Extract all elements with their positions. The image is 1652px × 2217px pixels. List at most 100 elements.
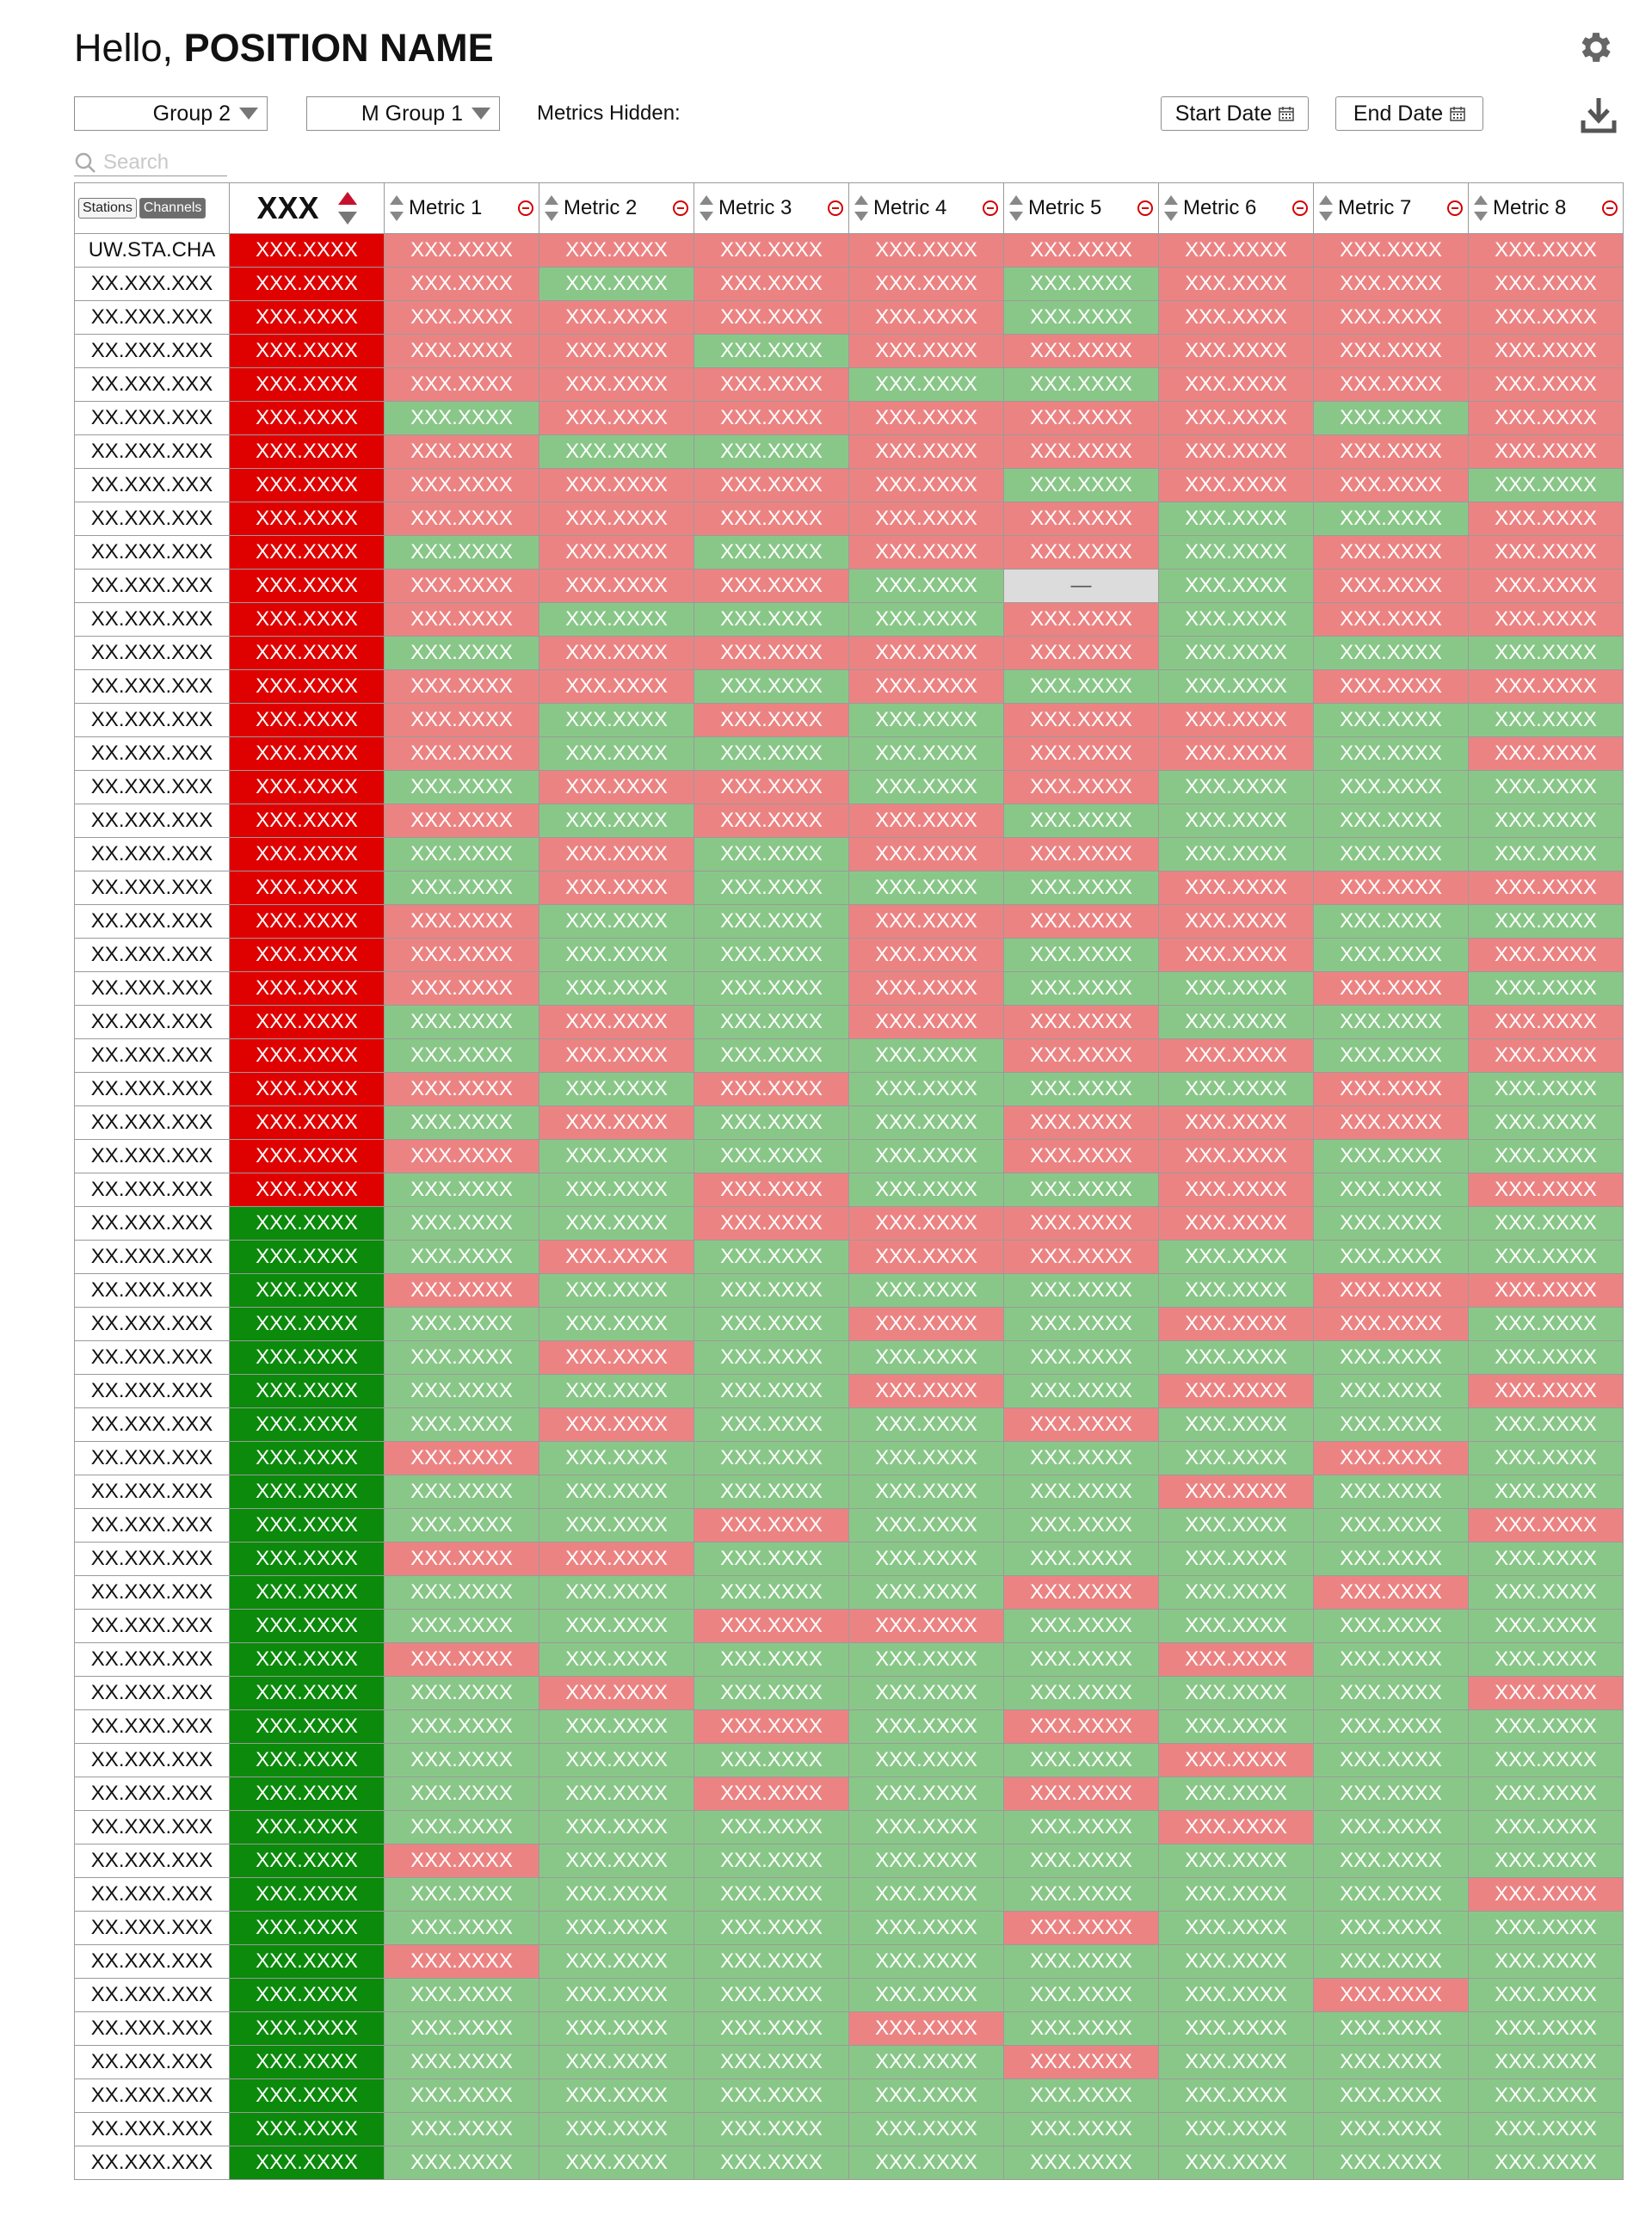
metric-cell[interactable]: XXX.XXXX: [1468, 1642, 1624, 1677]
table-row[interactable]: XX.XXX.XXX XXX.XXXX XXX.XXXX XXX.XXXX XXX.XX…: [74, 1810, 1624, 1844]
metric-cell[interactable]: XXX.XXXX: [539, 2078, 694, 2113]
metric-cell[interactable]: XXX.XXXX: [1003, 367, 1159, 402]
metric-cell[interactable]: XXX.XXXX: [1158, 1877, 1314, 1912]
key-value-cell[interactable]: XXX.XXXX: [229, 904, 385, 939]
metric-cell[interactable]: XXX.XXXX: [384, 1038, 539, 1073]
metric-cell[interactable]: XXX.XXXX: [693, 1072, 849, 1106]
metric-cell[interactable]: XXX.XXXX: [1468, 703, 1624, 737]
metric-cell[interactable]: XXX.XXXX: [1003, 837, 1159, 871]
metric-cell[interactable]: XXX.XXXX: [1003, 1642, 1159, 1677]
metric-header[interactable]: Metric 8: [1468, 182, 1624, 234]
metric-cell[interactable]: XXX.XXXX: [384, 871, 539, 905]
key-value-cell[interactable]: XXX.XXXX: [229, 1743, 385, 1777]
key-value-cell[interactable]: XXX.XXXX: [229, 1206, 385, 1241]
metric-cell[interactable]: XXX.XXXX: [1313, 1743, 1469, 1777]
metric-cell[interactable]: XXX.XXXX: [848, 904, 1004, 939]
metric-cell[interactable]: XXX.XXXX: [1468, 1240, 1624, 1274]
row-name[interactable]: XX.XXX.XXX: [74, 602, 230, 637]
metric-cell[interactable]: XXX.XXXX: [693, 1441, 849, 1475]
metric-cell[interactable]: XXX.XXXX: [539, 1407, 694, 1442]
metric-cell[interactable]: XXX.XXXX: [693, 300, 849, 335]
metric-cell[interactable]: XXX.XXXX: [693, 267, 849, 301]
hide-metric-icon[interactable]: [828, 200, 843, 216]
table-row[interactable]: XX.XXX.XXX XXX.XXXX XXX.XXXX XXX.XXXX XXX.XX…: [74, 1911, 1624, 1945]
key-value-cell[interactable]: XXX.XXXX: [229, 367, 385, 402]
metric-cell[interactable]: XXX.XXXX: [1468, 636, 1624, 670]
metric-cell[interactable]: XXX.XXXX: [848, 770, 1004, 804]
metric-cell[interactable]: XXX.XXXX: [1003, 1777, 1159, 1811]
key-value-cell[interactable]: XXX.XXXX: [229, 1575, 385, 1610]
metric-cell[interactable]: XXX.XXXX: [539, 703, 694, 737]
metric-cell[interactable]: XXX.XXXX: [848, 804, 1004, 838]
row-name[interactable]: XX.XXX.XXX: [74, 1374, 230, 1408]
row-name[interactable]: XX.XXX.XXX: [74, 1709, 230, 1744]
metric-cell[interactable]: XXX.XXXX: [1158, 837, 1314, 871]
metric-cell[interactable]: XXX.XXXX: [848, 1441, 1004, 1475]
metric-cell[interactable]: XXX.XXXX: [1158, 1542, 1314, 1576]
metric-cell[interactable]: XXX.XXXX: [1003, 300, 1159, 335]
row-name[interactable]: XX.XXX.XXX: [74, 669, 230, 704]
row-name[interactable]: XX.XXX.XXX: [74, 434, 230, 469]
metric-cell[interactable]: XXX.XXXX: [539, 401, 694, 435]
table-row[interactable]: XX.XXX.XXX XXX.XXXX XXX.XXXX XXX.XXXX XXX.XX…: [74, 804, 1624, 838]
metric-cell[interactable]: XXX.XXXX: [848, 703, 1004, 737]
key-value-cell[interactable]: XXX.XXXX: [229, 1508, 385, 1543]
metric-cell[interactable]: XXX.XXXX: [693, 1340, 849, 1375]
metric-cell[interactable]: XXX.XXXX: [539, 602, 694, 637]
key-value-cell[interactable]: XXX.XXXX: [229, 1005, 385, 1039]
metric-cell[interactable]: XXX.XXXX: [848, 669, 1004, 704]
table-row[interactable]: XX.XXX.XXX XXX.XXXX XXX.XXXX XXX.XXXX XXX.XX…: [74, 1441, 1624, 1475]
metric-cell[interactable]: XXX.XXXX: [1158, 434, 1314, 469]
metric-cell[interactable]: XXX.XXXX: [384, 267, 539, 301]
metric-cell[interactable]: XXX.XXXX: [539, 334, 694, 368]
row-name[interactable]: XX.XXX.XXX: [74, 1038, 230, 1073]
metric-cell[interactable]: XXX.XXXX: [693, 1475, 849, 1509]
metric-cell[interactable]: XXX.XXXX: [1468, 1038, 1624, 1073]
metric-cell[interactable]: XXX.XXXX: [1468, 1609, 1624, 1643]
metric-cell[interactable]: XXX.XXXX: [1313, 1240, 1469, 1274]
table-row[interactable]: XX.XXX.XXX XXX.XXXX XXX.XXXX XXX.XXXX XXX.XX…: [74, 1407, 1624, 1442]
metric-cell[interactable]: XXX.XXXX: [539, 804, 694, 838]
metric-cell[interactable]: XXX.XXXX: [848, 2045, 1004, 2079]
key-value-cell[interactable]: XXX.XXXX: [229, 1978, 385, 2012]
metric-cell[interactable]: XXX.XXXX: [693, 1709, 849, 1744]
metric-cell[interactable]: XXX.XXXX: [693, 703, 849, 737]
metric-cell[interactable]: XXX.XXXX: [539, 837, 694, 871]
metric-cell[interactable]: XXX.XXXX: [1468, 602, 1624, 637]
metric-cell[interactable]: XXX.XXXX: [1158, 1676, 1314, 1710]
row-name[interactable]: XX.XXX.XXX: [74, 1508, 230, 1543]
metric-cell[interactable]: XXX.XXXX: [539, 1206, 694, 1241]
metric-cell[interactable]: XXX.XXXX: [693, 1609, 849, 1643]
metric-cell[interactable]: XXX.XXXX: [1468, 2045, 1624, 2079]
key-value-cell[interactable]: XXX.XXXX: [229, 1810, 385, 1844]
metric-cell[interactable]: XXX.XXXX: [1158, 468, 1314, 502]
metric-cell[interactable]: XXX.XXXX: [1313, 770, 1469, 804]
metric-cell[interactable]: XXX.XXXX: [1468, 1139, 1624, 1173]
metric-cell[interactable]: XXX.XXXX: [1313, 2078, 1469, 2113]
metric-cell[interactable]: XXX.XXXX: [1468, 1105, 1624, 1140]
gear-icon[interactable]: [1576, 28, 1616, 67]
metric-header[interactable]: Metric 4: [848, 182, 1004, 234]
key-value-cell[interactable]: XXX.XXXX: [229, 1340, 385, 1375]
metric-cell[interactable]: XXX.XXXX: [1158, 770, 1314, 804]
metric-cell[interactable]: XXX.XXXX: [1003, 1609, 1159, 1643]
metric-cell[interactable]: XXX.XXXX: [1313, 1642, 1469, 1677]
metric-header[interactable]: Metric 7: [1313, 182, 1469, 234]
key-value-cell[interactable]: XXX.XXXX: [229, 1273, 385, 1308]
metric-cell[interactable]: XXX.XXXX: [1313, 1911, 1469, 1945]
metric-cell[interactable]: XXX.XXXX: [384, 1307, 539, 1341]
metric-cell[interactable]: XXX.XXXX: [1468, 569, 1624, 603]
row-name[interactable]: XX.XXX.XXX: [74, 1844, 230, 1878]
metric-cell[interactable]: XXX.XXXX: [1158, 971, 1314, 1006]
metric-cell[interactable]: XXX.XXXX: [1158, 1005, 1314, 1039]
table-row[interactable]: XX.XXX.XXX XXX.XXXX XXX.XXXX XXX.XXXX XXX.XX…: [74, 1642, 1624, 1677]
metric-cell[interactable]: XXX.XXXX: [848, 1642, 1004, 1677]
metric-cell[interactable]: XXX.XXXX: [693, 233, 849, 268]
row-name[interactable]: XX.XXX.XXX: [74, 938, 230, 972]
key-value-cell[interactable]: XXX.XXXX: [229, 1038, 385, 1073]
metric-cell[interactable]: XXX.XXXX: [693, 1240, 849, 1274]
row-name[interactable]: XX.XXX.XXX: [74, 535, 230, 570]
metric-cell[interactable]: XXX.XXXX: [693, 770, 849, 804]
metric-cell[interactable]: XXX.XXXX: [1468, 904, 1624, 939]
metric-cell[interactable]: XXX.XXXX: [1313, 971, 1469, 1006]
